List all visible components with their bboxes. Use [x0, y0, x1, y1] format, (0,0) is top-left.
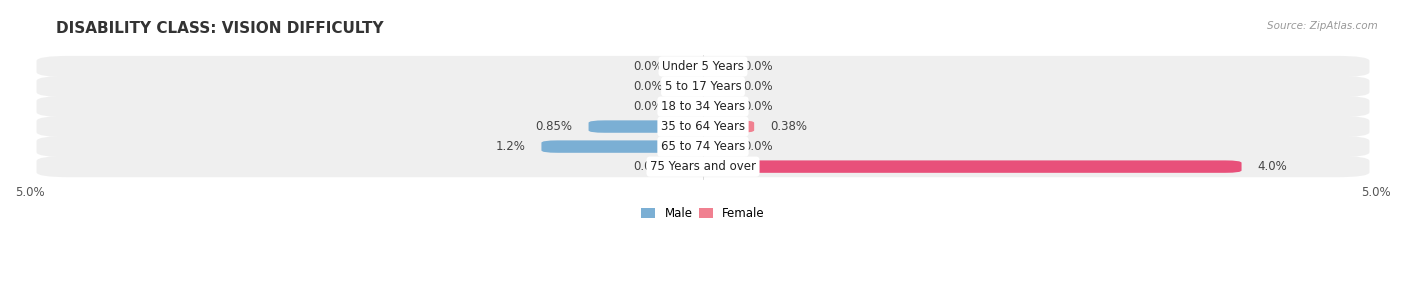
FancyBboxPatch shape	[679, 161, 703, 173]
Text: 0.0%: 0.0%	[633, 80, 662, 93]
FancyBboxPatch shape	[37, 76, 1369, 97]
Text: 0.0%: 0.0%	[744, 100, 773, 113]
FancyBboxPatch shape	[703, 140, 727, 153]
FancyBboxPatch shape	[589, 120, 703, 133]
Legend: Male, Female: Male, Female	[637, 203, 769, 225]
Text: 0.38%: 0.38%	[770, 120, 807, 133]
Text: Source: ZipAtlas.com: Source: ZipAtlas.com	[1267, 21, 1378, 31]
Text: 75 Years and over: 75 Years and over	[650, 160, 756, 173]
FancyBboxPatch shape	[703, 60, 727, 73]
Text: 1.2%: 1.2%	[495, 140, 526, 153]
FancyBboxPatch shape	[679, 60, 703, 73]
Text: 65 to 74 Years: 65 to 74 Years	[661, 140, 745, 153]
Text: Under 5 Years: Under 5 Years	[662, 60, 744, 73]
Text: 0.85%: 0.85%	[536, 120, 572, 133]
Text: 0.0%: 0.0%	[633, 60, 662, 73]
FancyBboxPatch shape	[37, 136, 1369, 157]
FancyBboxPatch shape	[37, 156, 1369, 177]
FancyBboxPatch shape	[37, 56, 1369, 77]
FancyBboxPatch shape	[37, 116, 1369, 137]
Text: 5 to 17 Years: 5 to 17 Years	[665, 80, 741, 93]
Text: 0.0%: 0.0%	[744, 140, 773, 153]
FancyBboxPatch shape	[703, 80, 727, 93]
Text: 35 to 64 Years: 35 to 64 Years	[661, 120, 745, 133]
Text: 0.0%: 0.0%	[633, 160, 662, 173]
Text: DISABILITY CLASS: VISION DIFFICULTY: DISABILITY CLASS: VISION DIFFICULTY	[56, 21, 384, 36]
FancyBboxPatch shape	[703, 100, 727, 113]
FancyBboxPatch shape	[679, 80, 703, 93]
FancyBboxPatch shape	[37, 96, 1369, 117]
FancyBboxPatch shape	[541, 140, 703, 153]
Text: 0.0%: 0.0%	[744, 80, 773, 93]
Text: 18 to 34 Years: 18 to 34 Years	[661, 100, 745, 113]
Text: 4.0%: 4.0%	[1258, 160, 1288, 173]
Text: 0.0%: 0.0%	[633, 100, 662, 113]
FancyBboxPatch shape	[679, 100, 703, 113]
FancyBboxPatch shape	[703, 161, 1241, 173]
Text: 0.0%: 0.0%	[744, 60, 773, 73]
FancyBboxPatch shape	[703, 120, 754, 133]
